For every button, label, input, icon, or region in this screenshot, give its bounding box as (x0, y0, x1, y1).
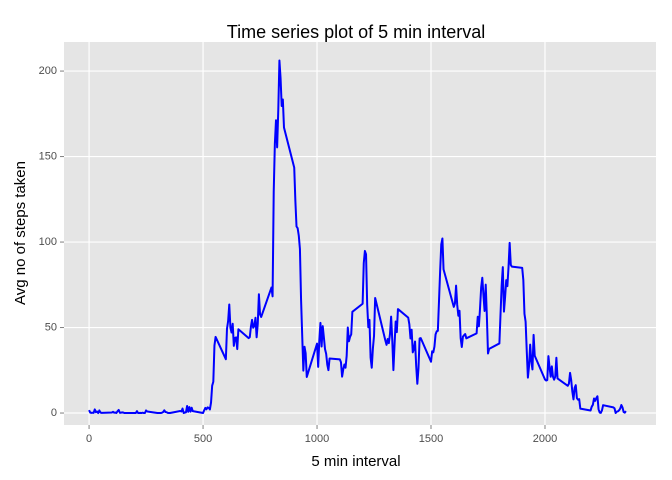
line-series (88, 59, 627, 415)
x-axis-label: 5 min interval (311, 453, 400, 470)
y-tick-label: 50 (45, 321, 57, 333)
x-tick-label: 1500 (419, 433, 443, 445)
x-tick-label: 500 (194, 433, 212, 445)
y-tick-label: 150 (39, 150, 57, 162)
y-tick-label: 200 (39, 65, 57, 77)
x-tick-label: 1000 (305, 433, 329, 445)
x-tick-label: 2000 (533, 433, 557, 445)
x-tick-label: 0 (86, 433, 92, 445)
plot-panel (64, 42, 656, 425)
y-tick-label: 0 (51, 407, 57, 419)
y-tick-label: 100 (39, 236, 57, 248)
chart-title: Time series plot of 5 min interval (227, 22, 485, 42)
y-axis-label: Avg no of steps taken (12, 161, 29, 305)
